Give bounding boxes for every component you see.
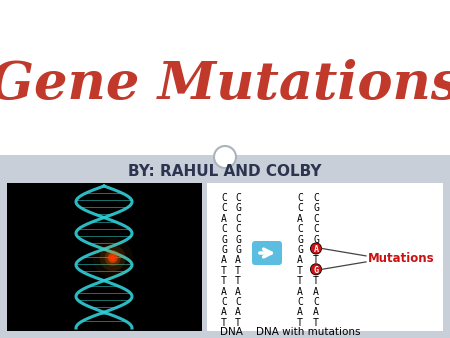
Circle shape — [99, 245, 126, 271]
Text: A: A — [297, 287, 303, 297]
Text: C: C — [221, 297, 227, 307]
Text: A: A — [235, 287, 241, 297]
Text: Mutations: Mutations — [368, 252, 435, 265]
Text: A: A — [221, 287, 227, 297]
Text: C: C — [221, 193, 227, 203]
Text: G: G — [235, 235, 241, 245]
Text: T: T — [235, 276, 241, 286]
Circle shape — [110, 255, 116, 261]
Text: T: T — [297, 266, 303, 276]
Text: C: C — [221, 203, 227, 213]
Text: C: C — [297, 297, 303, 307]
Text: G: G — [221, 235, 227, 245]
Text: A: A — [313, 307, 319, 317]
Text: A: A — [221, 256, 227, 265]
Text: A: A — [235, 307, 241, 317]
Bar — [7, 183, 202, 331]
Text: T: T — [221, 318, 227, 328]
Circle shape — [214, 146, 236, 168]
Text: T: T — [235, 318, 241, 328]
Text: G: G — [221, 245, 227, 255]
Text: C: C — [313, 193, 319, 203]
Text: A: A — [221, 307, 227, 317]
Text: C: C — [235, 214, 241, 224]
Text: T: T — [313, 276, 319, 286]
Text: BY: RAHUL AND COLBY: BY: RAHUL AND COLBY — [128, 165, 322, 179]
Text: A: A — [297, 307, 303, 317]
Circle shape — [105, 250, 121, 266]
Text: C: C — [235, 193, 241, 203]
Circle shape — [310, 263, 322, 275]
Text: G: G — [235, 203, 241, 213]
Text: G: G — [313, 203, 319, 213]
Bar — [207, 183, 443, 331]
Circle shape — [93, 238, 133, 278]
Text: C: C — [297, 203, 303, 213]
Bar — [0, 155, 450, 338]
Text: C: C — [313, 214, 319, 224]
Text: A: A — [221, 214, 227, 224]
Text: T: T — [221, 276, 227, 286]
Text: G: G — [314, 266, 319, 275]
Text: G: G — [235, 245, 241, 255]
Text: C: C — [297, 193, 303, 203]
Text: A: A — [297, 214, 303, 224]
Text: T: T — [235, 266, 241, 276]
Text: T: T — [297, 318, 303, 328]
Text: Gene Mutations: Gene Mutations — [0, 59, 450, 111]
Text: C: C — [235, 297, 241, 307]
Text: T: T — [313, 256, 319, 265]
Text: C: C — [297, 224, 303, 234]
Text: T: T — [313, 318, 319, 328]
Text: G: G — [297, 235, 303, 245]
Text: G: G — [313, 235, 319, 245]
Text: DNA with mutations: DNA with mutations — [256, 327, 360, 337]
Text: T: T — [221, 266, 227, 276]
Circle shape — [311, 264, 321, 274]
Text: A: A — [314, 245, 319, 254]
Text: C: C — [313, 224, 319, 234]
Text: C: C — [221, 224, 227, 234]
Text: G: G — [297, 245, 303, 255]
Circle shape — [310, 242, 322, 255]
Text: A: A — [313, 287, 319, 297]
Text: DNA: DNA — [220, 327, 243, 337]
Text: T: T — [297, 276, 303, 286]
Text: A: A — [297, 256, 303, 265]
Text: C: C — [235, 224, 241, 234]
Text: C: C — [313, 297, 319, 307]
Circle shape — [108, 253, 117, 263]
FancyBboxPatch shape — [252, 241, 282, 265]
Text: A: A — [235, 256, 241, 265]
Circle shape — [311, 243, 321, 254]
